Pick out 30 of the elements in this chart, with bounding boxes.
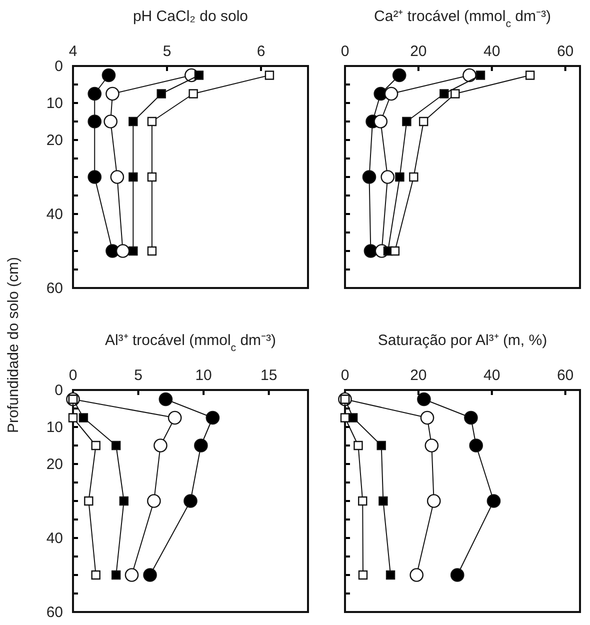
y-tick-label: 40 (46, 206, 63, 223)
y-tick-label: 60 (46, 604, 63, 621)
x-tick-label: 40 (484, 367, 500, 384)
y-tick-label: 10 (46, 418, 63, 436)
y-tick-label: 20 (46, 456, 63, 473)
x-tick-label: 60 (556, 43, 574, 60)
y-tick-label: 0 (54, 382, 63, 399)
y-tick-label: 20 (46, 132, 63, 149)
y-tick-label: 0 (54, 58, 63, 75)
x-tick-label: 5 (162, 43, 172, 60)
x-axis-title: Saturação por Al³⁺ (m, %) (378, 332, 548, 349)
x-tick-label: 4 (68, 43, 78, 60)
x-tick-label: 20 (410, 367, 427, 384)
x-tick-label: 15 (260, 367, 278, 384)
x-tick-label: 40 (484, 43, 500, 60)
x-tick-label: 10 (195, 367, 212, 384)
x-axis-title: Ca²⁺ trocável (mmol$_{c}$ dm⁻³) (374, 8, 551, 30)
y-tick-label: 60 (46, 280, 63, 297)
x-axis-title: Al³⁺ trocável (mmol$_{c}$ dm⁻³) (104, 332, 276, 354)
y-axis-title: Profundidade do solo (cm) (5, 257, 22, 433)
x-axis-title: pH CaCl₂ do solo (132, 8, 248, 25)
x-tick-label: 0 (340, 43, 350, 60)
y-tick-label: 40 (46, 530, 63, 547)
y-tick-label: 10 (46, 94, 63, 112)
x-tick-label: 5 (134, 367, 142, 384)
x-tick-label: 20 (410, 43, 427, 60)
x-tick-label: 0 (340, 367, 350, 384)
x-tick-label: 6 (256, 43, 266, 60)
x-tick-label: 0 (68, 367, 78, 384)
x-tick-label: 60 (556, 367, 574, 384)
